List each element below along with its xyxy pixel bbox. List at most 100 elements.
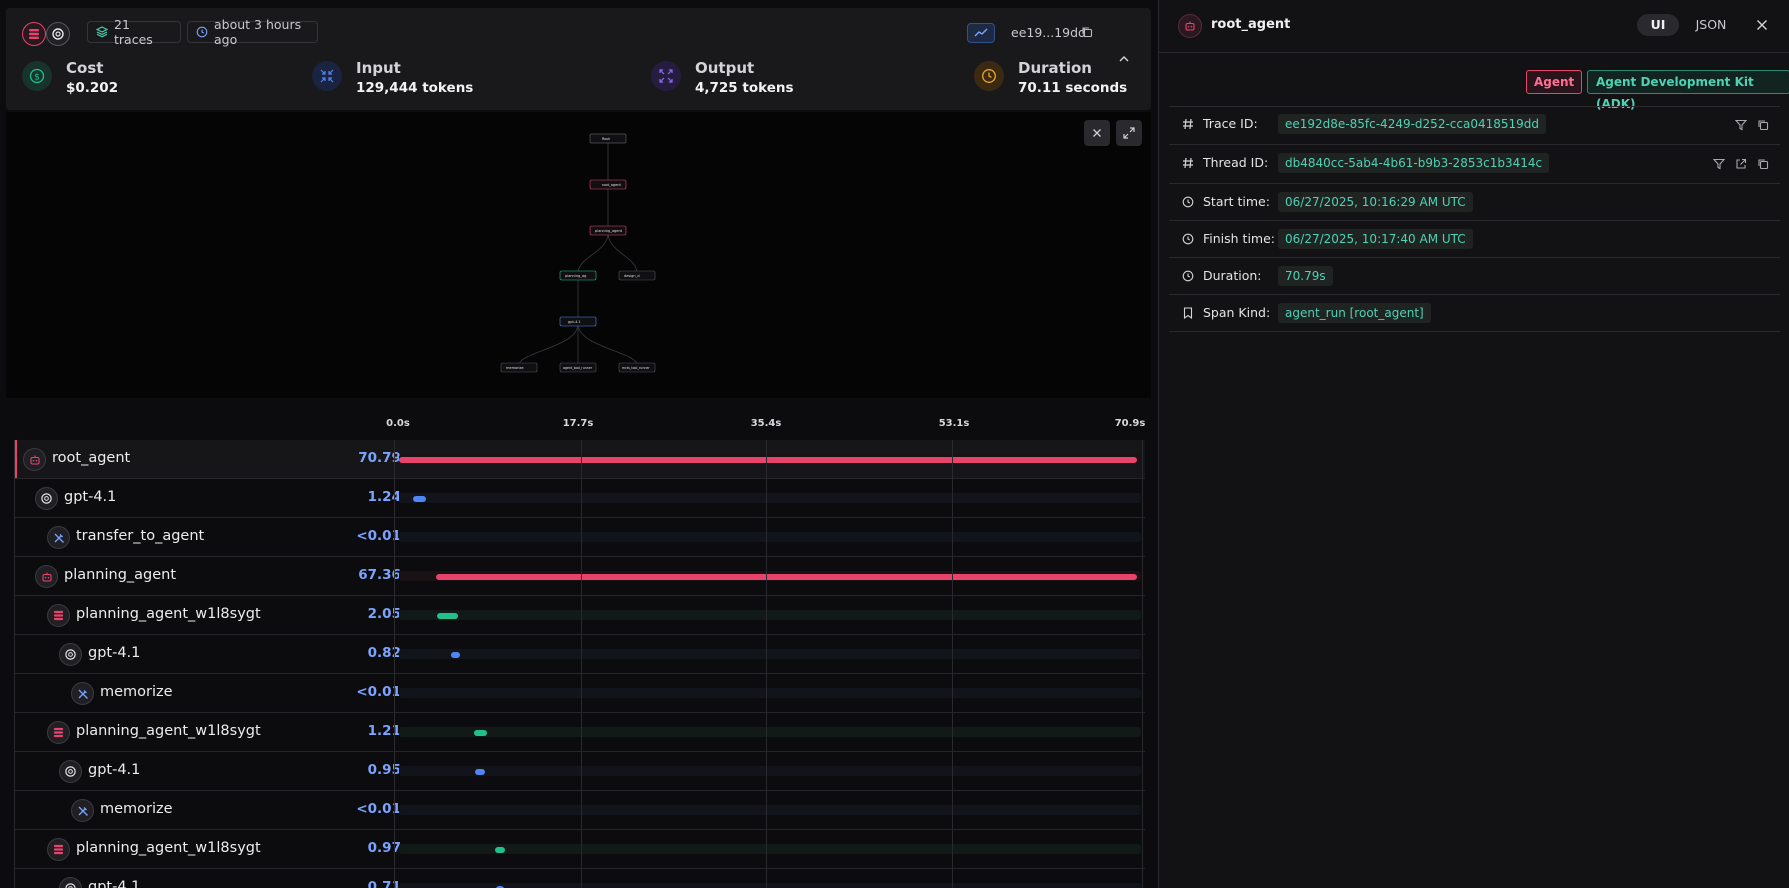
span-row[interactable]: gpt-4.1 0.82s <box>15 635 1145 674</box>
tab-ui[interactable]: UI <box>1637 14 1679 36</box>
traces-count-pill[interactable]: 21 traces <box>87 17 181 47</box>
layers-icon <box>96 26 108 38</box>
clock-icon <box>1181 269 1195 283</box>
external-link-icon[interactable] <box>1734 157 1748 171</box>
timeline-gridline <box>1142 440 1143 888</box>
agent-robot-icon <box>35 565 58 588</box>
span-row[interactable]: memorize <0.01s <box>15 674 1145 713</box>
timestamp-pill: about 3 hours ago <box>187 17 318 47</box>
expand-arrows-icon <box>651 61 681 91</box>
framework-badge: Agent Development Kit (ADK) <box>1587 70 1789 111</box>
span-bar <box>435 574 1137 580</box>
collapse-arrows-icon <box>312 61 342 91</box>
span-track <box>399 649 1141 659</box>
copy-icon[interactable] <box>1756 118 1770 132</box>
span-duration: <0.01s <box>356 528 409 544</box>
span-duration: 67.36s <box>358 567 409 583</box>
span-name: gpt-4.1 <box>64 489 117 505</box>
field-label: Trace ID: <box>1203 116 1258 131</box>
filter-icon[interactable] <box>1734 118 1748 132</box>
span-duration: <0.01s <box>356 684 409 700</box>
span-row[interactable]: root_agent 70.79s <box>15 440 1145 479</box>
field-label: Duration: <box>1203 268 1262 283</box>
timeline-tick: 0.0s <box>386 418 410 429</box>
span-duration: 1.24s <box>367 489 409 505</box>
adk-logo-icon <box>47 604 70 627</box>
input-value: 129,444 tokens <box>356 80 474 96</box>
span-name: gpt-4.1 <box>88 879 141 888</box>
span-tree-list: root_agent 70.79s gpt-4.1 1.24s transfer_to_… <box>14 440 1145 888</box>
timeline-tick: 35.4s <box>750 418 782 429</box>
span-track <box>399 805 1141 815</box>
span-duration: 1.21s <box>367 723 409 739</box>
copy-icon[interactable] <box>1756 157 1770 171</box>
trace-graph: Root root_agent planning_agent planning_… <box>500 133 656 373</box>
hash-icon <box>1181 117 1195 131</box>
span-track <box>399 688 1141 698</box>
hash-icon <box>1181 156 1195 170</box>
graph-node-label: agent_tool_runner <box>563 366 593 370</box>
span-row[interactable]: planning_agent 67.36s <box>15 557 1145 596</box>
span-name: gpt-4.1 <box>88 762 141 778</box>
field-value: agent_run [root_agent] <box>1278 303 1431 323</box>
cost-label: Cost <box>66 59 104 77</box>
trace-graph-canvas[interactable]: Root root_agent planning_agent planning_… <box>6 112 1151 398</box>
graph-node-label: gpt-4.1 <box>568 320 581 324</box>
collapse-header-chevron-up-icon[interactable] <box>1118 52 1130 67</box>
output-value: 4,725 tokens <box>695 80 794 96</box>
field-divider <box>1169 106 1780 107</box>
copy-icon[interactable] <box>1081 26 1093 42</box>
graph-node-label: memorize <box>506 366 524 370</box>
span-duration: 70.79s <box>358 450 409 466</box>
span-row[interactable]: gpt-4.1 0.71s <box>15 869 1145 888</box>
field-label: Thread ID: <box>1203 155 1269 170</box>
span-row[interactable]: gpt-4.1 1.24s <box>15 479 1145 518</box>
span-row[interactable]: planning_agent_w1l8sygt 1.21s <box>15 713 1145 752</box>
dollar-icon: $ <box>22 61 52 91</box>
panel-title: root_agent <box>1211 17 1291 32</box>
span-bar <box>451 652 460 658</box>
span-track <box>399 766 1141 776</box>
adk-logo-icon <box>47 721 70 744</box>
span-bar <box>474 730 487 736</box>
name-timeline-divider <box>394 440 395 888</box>
tool-wrench-icon <box>71 682 94 705</box>
span-field-row: Duration: 70.79s <box>1169 258 1780 295</box>
span-duration: 0.97s <box>367 840 409 856</box>
trace-graph-toggle-icon[interactable] <box>967 23 995 43</box>
timeline-tick: 53.1s <box>938 418 970 429</box>
span-duration: <0.01s <box>356 801 409 817</box>
graph-node: Root <box>589 133 627 144</box>
openai-logo-icon <box>35 487 58 510</box>
clock-icon <box>974 61 1004 91</box>
span-row[interactable]: memorize <0.01s <box>15 791 1145 830</box>
input-label: Input <box>356 59 401 77</box>
span-row[interactable]: transfer_to_agent <0.01s <box>15 518 1145 557</box>
span-field-row: Trace ID: ee192d8e-85fc-4249-d252-cca0418… <box>1169 106 1780 145</box>
agent-robot-icon <box>1178 14 1202 38</box>
span-row[interactable]: planning_agent_w1l8sygt 2.05s <box>15 596 1145 635</box>
agent-badge: Agent <box>1526 70 1583 94</box>
span-name: planning_agent <box>64 567 177 583</box>
graph-node-label: design_d <box>624 274 640 278</box>
span-duration: 2.05s <box>367 606 409 622</box>
close-graph-button[interactable] <box>1084 120 1110 146</box>
tab-json[interactable]: JSON <box>1695 17 1727 32</box>
span-name: memorize <box>100 684 173 700</box>
field-label: Span Kind: <box>1203 305 1271 320</box>
field-label: Finish time: <box>1203 231 1276 246</box>
close-panel-icon[interactable] <box>1756 19 1768 35</box>
graph-node-label: planning_ag <box>565 274 586 278</box>
span-row[interactable]: gpt-4.1 0.95s <box>15 752 1145 791</box>
graph-node-label: mcts_tool_runner <box>622 366 650 370</box>
clock-icon <box>1181 195 1195 209</box>
expand-graph-button[interactable] <box>1116 120 1142 146</box>
filter-icon[interactable] <box>1712 157 1726 171</box>
field-value: 70.79s <box>1278 266 1333 286</box>
span-duration: 0.71s <box>367 879 409 888</box>
span-detail-panel: root_agent UI JSON Agent Agent Developme… <box>1158 0 1789 888</box>
adk-logo-icon <box>22 22 46 46</box>
span-track <box>399 844 1141 854</box>
span-row[interactable]: planning_agent_w1l8sygt 0.97s <box>15 830 1145 869</box>
adk-logo-icon <box>47 838 70 861</box>
